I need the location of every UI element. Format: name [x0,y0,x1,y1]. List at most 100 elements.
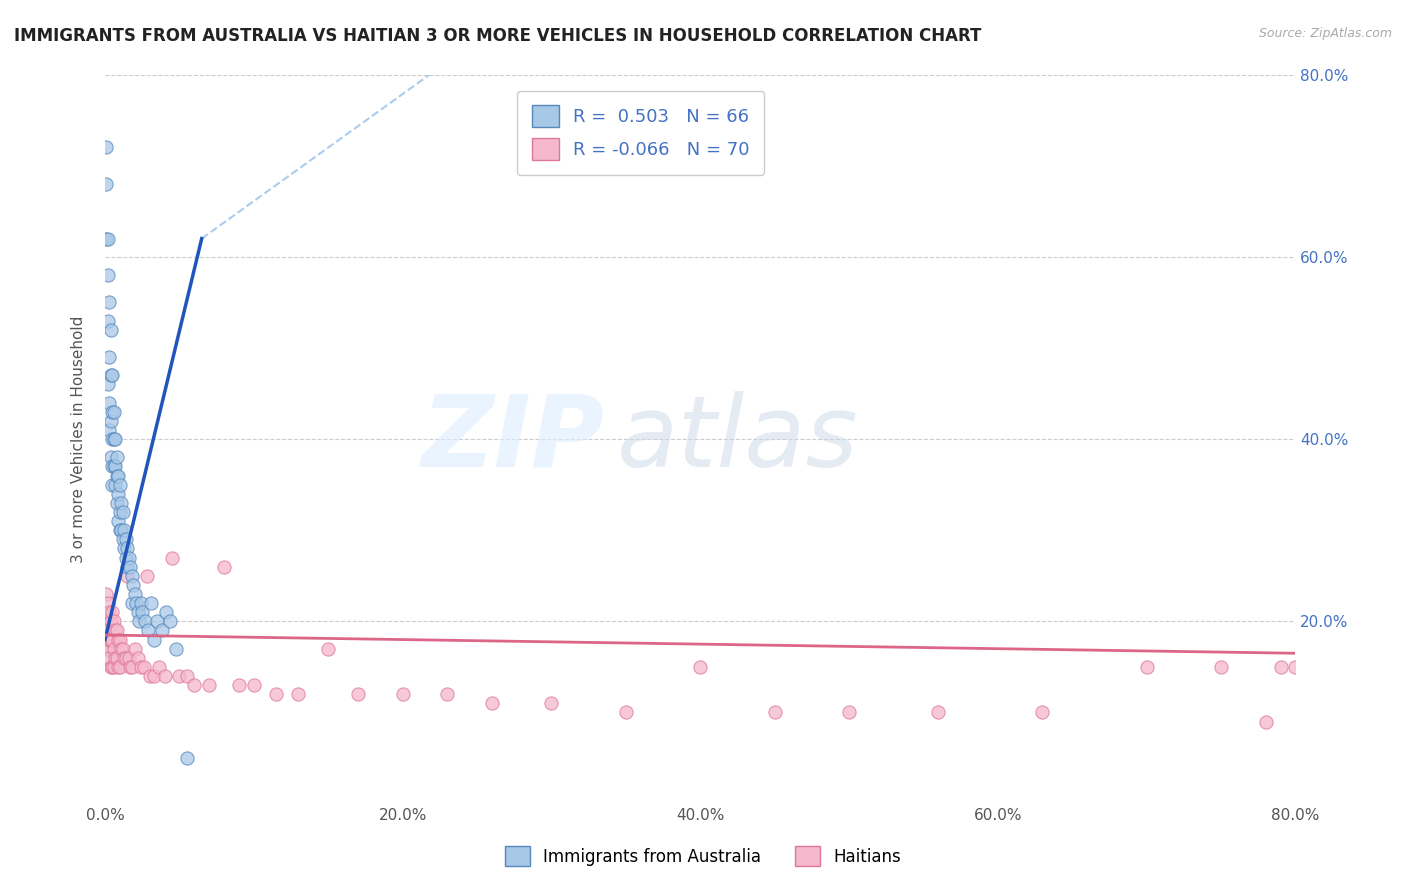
Point [98,395,121,409]
Point [838,706,860,720]
Point [139,596,162,610]
Point [96,587,118,601]
Point [118,650,141,665]
Point [103,405,125,419]
Point [96,231,118,245]
Point [136,624,159,638]
Text: ZIP: ZIP [422,391,605,488]
Point [121,660,143,674]
Point [689,660,711,674]
Point [160,550,183,565]
Point [125,596,148,610]
Point [97,231,120,245]
Point [120,559,142,574]
Point [763,706,786,720]
Point [97,624,120,638]
Point [243,678,266,692]
Point [1254,714,1277,729]
Point [104,432,127,446]
Point [103,641,125,656]
Point [155,605,177,619]
Point [436,687,458,701]
Point [129,660,152,674]
Point [103,459,125,474]
Point [108,505,131,519]
Point [131,605,153,619]
Point [96,641,118,656]
Point [316,641,339,656]
Point [97,313,120,327]
Point [105,450,128,465]
Point [96,140,118,154]
Point [103,432,125,446]
Point [540,697,562,711]
Point [138,669,160,683]
Point [112,523,135,537]
Point [228,678,250,692]
Point [96,177,118,191]
Point [98,295,121,310]
Point [103,660,125,674]
Point [165,641,187,656]
Point [103,615,125,629]
Point [114,650,136,665]
Point [347,687,370,701]
Point [150,624,173,638]
Point [159,615,181,629]
Point [100,450,122,465]
Point [97,268,120,282]
Point [112,650,135,665]
Point [101,459,124,474]
Point [111,505,134,519]
Point [118,550,141,565]
Point [101,432,124,446]
Point [124,587,146,601]
Point [98,423,121,437]
Point [143,669,166,683]
Point [96,615,118,629]
Point [111,533,134,547]
Point [927,706,949,720]
Point [124,641,146,656]
Point [129,596,152,610]
Point [100,660,122,674]
Point [97,641,120,656]
Point [117,568,139,582]
Point [108,660,131,674]
Point [100,323,122,337]
Point [1209,660,1232,674]
Point [183,678,205,692]
Point [97,377,120,392]
Point [107,487,129,501]
Point [212,559,235,574]
Point [117,559,139,574]
Point [264,687,287,701]
Point [98,650,121,665]
Point [98,350,121,364]
Point [108,477,131,491]
Point [127,650,149,665]
Point [110,641,132,656]
Point [120,660,142,674]
Point [101,660,124,674]
Point [101,632,124,647]
Point [146,615,169,629]
Point [176,669,198,683]
Point [127,605,149,619]
Point [121,568,143,582]
Point [105,624,128,638]
Point [104,624,127,638]
Point [101,605,124,619]
Point [105,468,128,483]
Point [481,697,503,711]
Legend: R =  0.503   N = 66, R = -0.066   N = 70: R = 0.503 N = 66, R = -0.066 N = 70 [517,91,763,175]
Legend: Immigrants from Australia, Haitians: Immigrants from Australia, Haitians [496,838,910,875]
Point [135,568,157,582]
Point [176,751,198,765]
Point [110,496,132,510]
Point [132,660,155,674]
Point [98,605,121,619]
Point [100,414,122,428]
Point [110,523,132,537]
Point [169,669,191,683]
